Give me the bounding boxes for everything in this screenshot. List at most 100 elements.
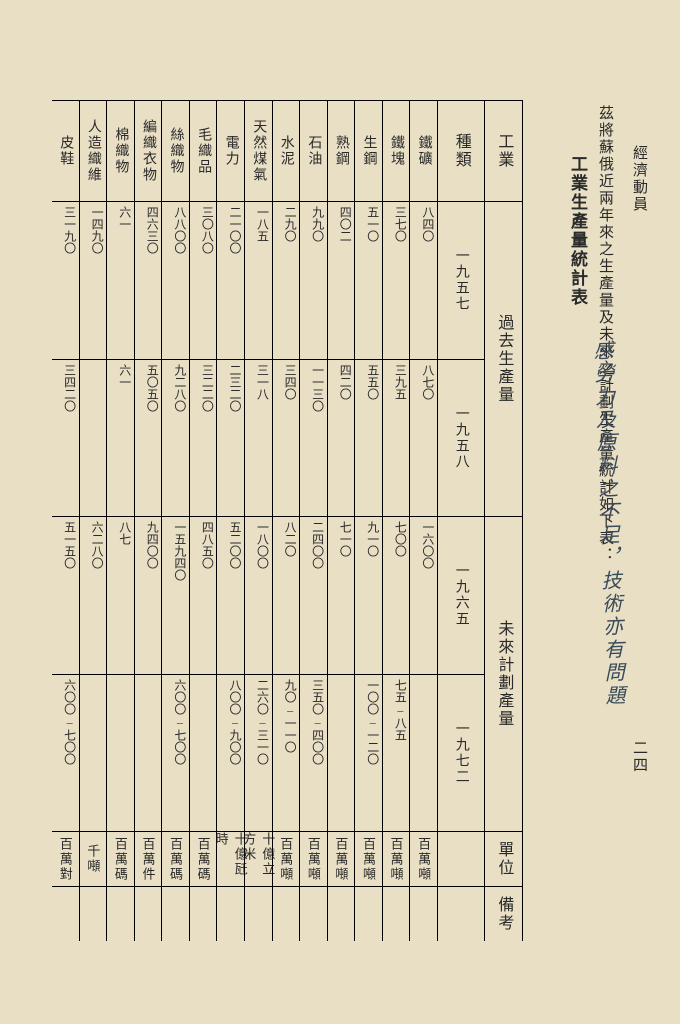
value-cell: 一一三〇 — [310, 364, 327, 513]
value-cell: 三一九〇 — [62, 206, 79, 355]
value-cell: 九九〇 — [310, 206, 327, 355]
value-cell: 三〇八〇 — [199, 206, 216, 355]
value-cell: 八四〇 — [420, 206, 437, 355]
value-cell: 四六三〇 — [144, 206, 161, 355]
item-name: 毛織品 — [193, 127, 213, 175]
page-number: 二四 — [629, 740, 650, 774]
value-cell: 一四九〇 — [89, 206, 106, 355]
value-cell: 五一〇 — [365, 206, 382, 355]
value-cell: 三二二〇 — [199, 364, 216, 513]
item-name: 皮鞋 — [55, 135, 75, 167]
production-table: 工業 過去生產量 未來計劃產量 單位 備考 種類 一九五七 一九五八 一九六五 … — [52, 100, 523, 941]
value-cell: 一五九四〇 — [172, 521, 189, 670]
unit-cell: 百萬碼 — [194, 837, 213, 882]
hdr-future: 未來計劃產量 — [491, 620, 515, 728]
unit-cell: 百萬碼 — [166, 837, 185, 882]
value-cell: 三七〇 — [392, 206, 409, 355]
value-cell: 四八五〇 — [199, 521, 216, 670]
value-cell: 八八〇〇 — [172, 206, 189, 355]
value-cell: 三四二〇 — [62, 364, 79, 513]
value-cell: 三五〇–四〇〇 — [310, 679, 327, 828]
data-col: 絲織物八八〇〇九二八〇一五九四〇六〇〇–七〇〇百萬碼 — [161, 101, 189, 941]
value-cell: 五五〇 — [365, 364, 382, 513]
data-col: 鐵礦八四〇八七〇一六〇〇百萬噸 — [409, 101, 437, 941]
data-col: 人造織維一四九〇六二八〇千噸 — [79, 101, 107, 941]
table-title: 工業生產量統計表 — [565, 155, 590, 307]
year-1957: 一九五七 — [451, 248, 471, 312]
value-cell: 二六〇–三一〇 — [255, 679, 272, 828]
handwritten-note: 感勞力及原料之不足，技術亦有問題 — [587, 340, 629, 709]
data-col: 水泥二九〇三四〇八二〇九〇–一一〇百萬噸 — [272, 101, 300, 941]
value-cell: 六〇〇–七〇〇 — [62, 679, 79, 828]
value-cell: 二九〇 — [282, 206, 299, 355]
value-cell: 九四〇〇 — [144, 521, 161, 670]
data-col: 天然煤氣一八五三一八一八〇〇二六〇–三一〇十億立方米 — [244, 101, 272, 941]
value-cell: 八七〇 — [420, 364, 437, 513]
item-name: 編織衣物 — [138, 119, 158, 183]
value-cell: 四二〇 — [337, 364, 354, 513]
value-cell: 一八五 — [255, 206, 272, 355]
unit-cell: 百萬噸 — [304, 837, 323, 882]
value-cell: 九〇–一一〇 — [282, 679, 299, 828]
value-cell: 八二〇 — [282, 521, 299, 670]
item-name: 生鋼 — [358, 135, 378, 167]
data-col: 鐵塊三七〇三九五七〇〇七五–八五百萬噸 — [382, 101, 410, 941]
data-col: 電力二一〇〇二三二〇五二〇〇八〇〇–九〇〇十億瓩時 — [216, 101, 244, 941]
unit-cell: 千噸 — [83, 844, 102, 874]
value-cell: 七一〇 — [337, 521, 354, 670]
value-cell: 二三二〇 — [227, 364, 244, 513]
value-cell: 六一 — [117, 206, 134, 355]
item-name: 電力 — [221, 135, 241, 167]
unit-cell: 百萬噸 — [414, 837, 433, 882]
value-cell: 四〇二 — [337, 206, 354, 355]
value-cell: 一〇〇–一二〇 — [365, 679, 382, 828]
value-cell: 三一八 — [255, 364, 272, 513]
item-name: 石油 — [303, 135, 323, 167]
item-name: 天然煤氣 — [248, 119, 268, 183]
value-cell: 六〇〇–七〇〇 — [172, 679, 189, 828]
value-cell: 七〇〇 — [392, 521, 409, 670]
hdr-kind: 種類 — [449, 133, 473, 169]
item-name: 熟鋼 — [331, 135, 351, 167]
year-1958: 一九五八 — [451, 406, 471, 470]
item-name: 棉織物 — [110, 127, 130, 175]
unit-cell: 百萬噸 — [276, 837, 295, 882]
value-cell: 一八〇〇 — [255, 521, 272, 670]
data-col: 石油九九〇一一三〇二四〇〇三五〇–四〇〇百萬噸 — [299, 101, 327, 941]
item-name: 鐵塊 — [386, 135, 406, 167]
value-cell: 八七 — [117, 521, 134, 670]
item-name: 鐵礦 — [414, 135, 434, 167]
data-col: 編織衣物四六三〇五〇五〇九四〇〇百萬件 — [134, 101, 162, 941]
unit-cell: 百萬對 — [56, 837, 75, 882]
item-name: 水泥 — [276, 135, 296, 167]
hdr-past: 過去生產量 — [491, 314, 515, 404]
value-cell: 五二〇〇 — [227, 521, 244, 670]
value-cell: 三四〇 — [282, 364, 299, 513]
unit-cell: 百萬件 — [138, 837, 157, 882]
value-cell: 六二八〇 — [89, 521, 106, 670]
value-cell: 五一五〇 — [62, 521, 79, 670]
data-col: 皮鞋三一九〇三四二〇五一五〇六〇〇–七〇〇百萬對 — [52, 101, 79, 941]
data-col: 生鋼五一〇五五〇九一〇一〇〇–一二〇百萬噸 — [354, 101, 382, 941]
value-cell: 七五–八五 — [392, 679, 409, 828]
value-cell: 三九五 — [392, 364, 409, 513]
value-cell: 六一 — [117, 364, 134, 513]
unit-cell: 百萬噸 — [331, 837, 350, 882]
value-cell: 九一〇 — [365, 521, 382, 670]
running-header: 經濟動員 — [629, 145, 650, 213]
data-col: 棉織物六一六一八七百萬碼 — [106, 101, 134, 941]
value-cell: 二四〇〇 — [310, 521, 327, 670]
value-cell: 二一〇〇 — [227, 206, 244, 355]
data-col: 熟鋼四〇二四二〇七一〇百萬噸 — [327, 101, 355, 941]
value-cell: 一六〇〇 — [420, 521, 437, 670]
item-name: 絲織物 — [166, 127, 186, 175]
unit-cell: 百萬碼 — [111, 837, 130, 882]
hdr-note: 備考 — [491, 896, 515, 932]
value-cell: 五〇五〇 — [144, 364, 161, 513]
unit-cell: 百萬噸 — [359, 837, 378, 882]
data-col: 毛織品三〇八〇三二二〇四八五〇百萬碼 — [189, 101, 217, 941]
item-name: 人造織維 — [83, 119, 103, 183]
hdr-industry: 工業 — [491, 133, 515, 169]
year-1972: 一九七二 — [451, 721, 471, 785]
year-1965: 一九六五 — [451, 563, 471, 627]
